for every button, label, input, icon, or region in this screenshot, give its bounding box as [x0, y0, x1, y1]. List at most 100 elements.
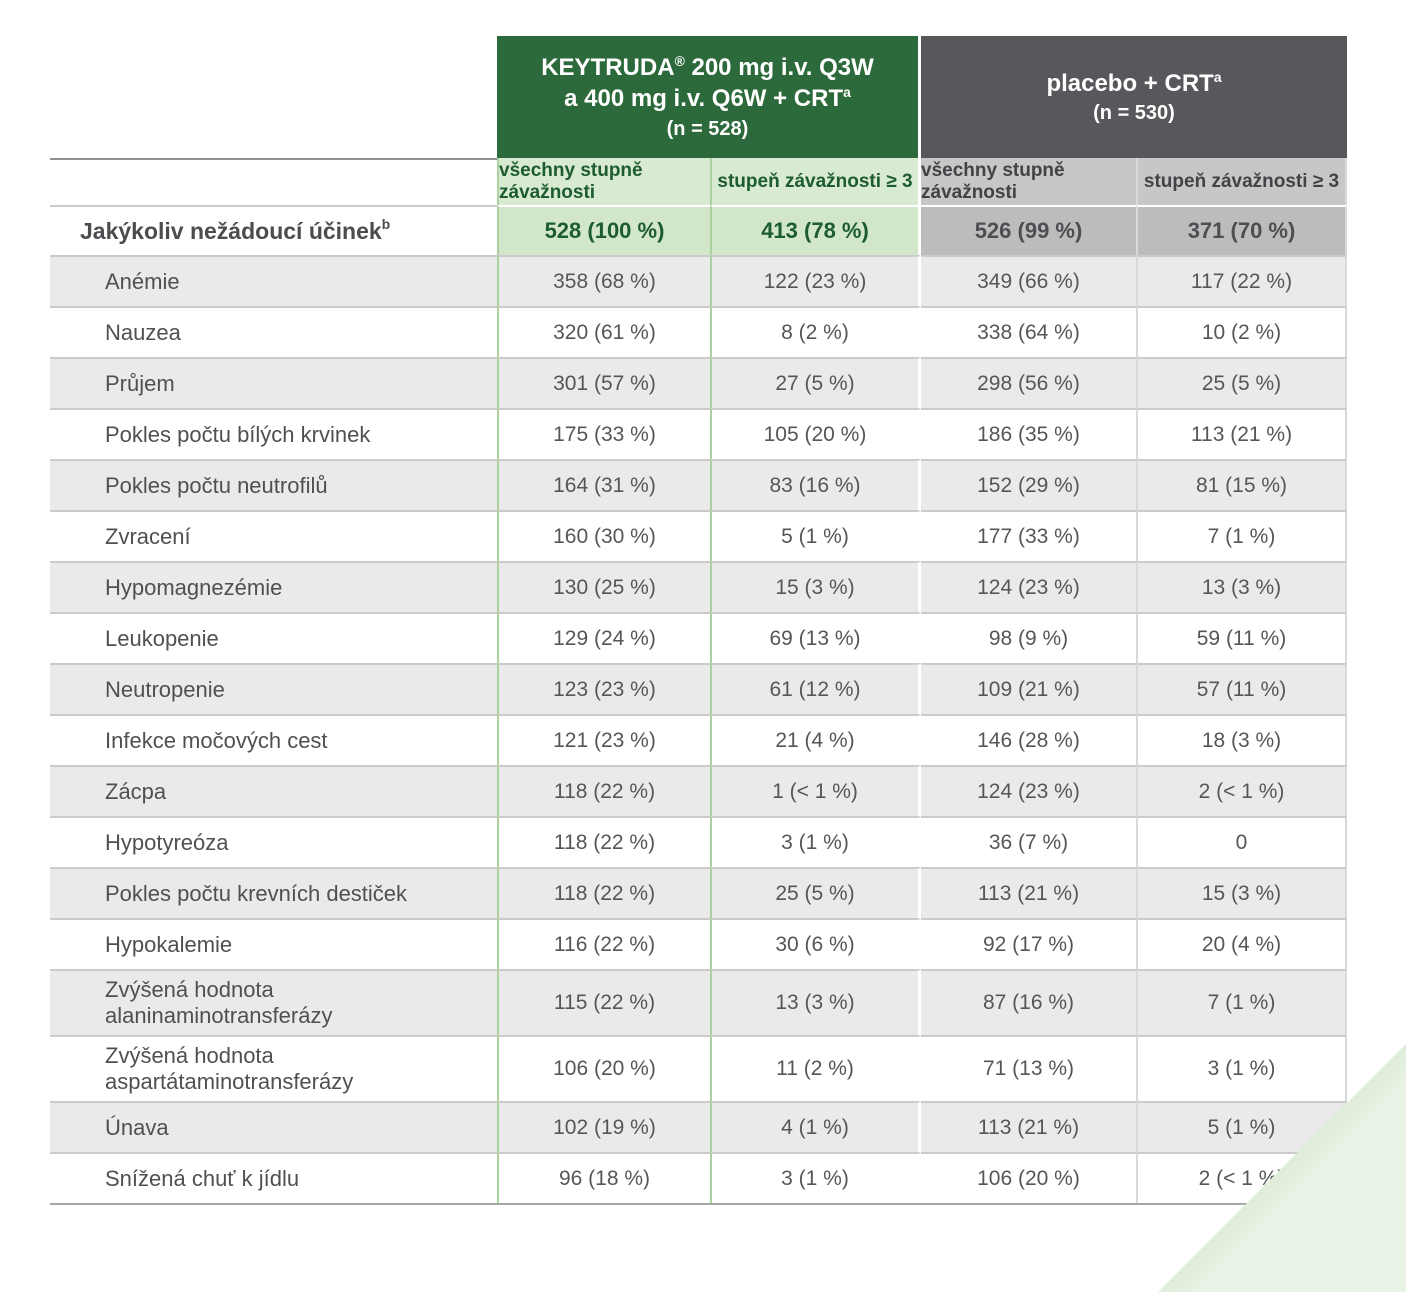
adverse-event-label: Anémie	[50, 255, 497, 306]
adverse-events-table: KEYTRUDA® 200 mg i.v. Q3W a 400 mg i.v. …	[50, 36, 1347, 1205]
placebo-all-grades-value: 106 (20 %)	[921, 1152, 1136, 1203]
subheader-row: všechny stupně závažnosti stupeň závažno…	[50, 158, 1347, 205]
placebo-all-grades-value: 36 (7 %)	[921, 816, 1136, 867]
placebo-grade3plus-value: 7 (1 %)	[1136, 969, 1347, 1035]
summary-placebo-all-grades-value: 526 (99 %)	[921, 205, 1136, 255]
keytruda-grade3plus-value: 83 (16 %)	[710, 459, 921, 510]
keytruda-grade3plus-value: 11 (2 %)	[710, 1035, 921, 1101]
keytruda-all-grades-value: 175 (33 %)	[497, 408, 710, 459]
keytruda-grade3plus-value: 30 (6 %)	[710, 918, 921, 969]
placebo-grade3plus-value: 25 (5 %)	[1136, 357, 1347, 408]
keytruda-all-grades-value: 320 (61 %)	[497, 306, 710, 357]
keytruda-grade3plus-value: 8 (2 %)	[710, 306, 921, 357]
placebo-all-grades-value: 109 (21 %)	[921, 663, 1136, 714]
placebo-grade3plus-value: 57 (11 %)	[1136, 663, 1347, 714]
header-spacer	[50, 36, 497, 158]
keytruda-all-grades-value: 358 (68 %)	[497, 255, 710, 306]
adverse-event-label: Hypokalemie	[50, 918, 497, 969]
keytruda-all-grades-value: 118 (22 %)	[497, 765, 710, 816]
keytruda-all-grades-value: 121 (23 %)	[497, 714, 710, 765]
keytruda-all-grades-value: 115 (22 %)	[497, 969, 710, 1035]
adverse-event-label: Zvýšená hodnota aspartátaminotransferázy	[50, 1035, 497, 1101]
table-row: Zvracení 160 (30 %) 5 (1 %) 177 (33 %) 7…	[50, 510, 1347, 561]
adverse-event-label: Hypomagnezémie	[50, 561, 497, 612]
subheader-keytruda-grade3plus: stupeň závažnosti ≥ 3	[710, 158, 921, 205]
placebo-grade3plus-value: 15 (3 %)	[1136, 867, 1347, 918]
adverse-event-label: Neutropenie	[50, 663, 497, 714]
table-row: Anémie 358 (68 %) 122 (23 %) 349 (66 %) …	[50, 255, 1347, 306]
adverse-event-label: Zvracení	[50, 510, 497, 561]
placebo-grade3plus-value: 0	[1136, 816, 1347, 867]
table-row: Pokles počtu krevních destiček 118 (22 %…	[50, 867, 1347, 918]
adverse-event-label: Hypotyreóza	[50, 816, 497, 867]
table-row: Hypomagnezémie 130 (25 %) 15 (3 %) 124 (…	[50, 561, 1347, 612]
placebo-all-grades-value: 177 (33 %)	[921, 510, 1136, 561]
table-row: Infekce močových cest 121 (23 %) 21 (4 %…	[50, 714, 1347, 765]
table-row: Hypotyreóza 118 (22 %) 3 (1 %) 36 (7 %) …	[50, 816, 1347, 867]
keytruda-all-grades-value: 301 (57 %)	[497, 357, 710, 408]
adverse-event-label: Únava	[50, 1101, 497, 1152]
placebo-all-grades-value: 98 (9 %)	[921, 612, 1136, 663]
keytruda-grade3plus-value: 4 (1 %)	[710, 1101, 921, 1152]
placebo-all-grades-value: 113 (21 %)	[921, 1101, 1136, 1152]
keytruda-grade3plus-value: 15 (3 %)	[710, 561, 921, 612]
keytruda-grade3plus-value: 61 (12 %)	[710, 663, 921, 714]
table-row: Snížená chuť k jídlu 96 (18 %) 3 (1 %) 1…	[50, 1152, 1347, 1203]
table-row: Hypokalemie 116 (22 %) 30 (6 %) 92 (17 %…	[50, 918, 1347, 969]
placebo-all-grades-value: 152 (29 %)	[921, 459, 1136, 510]
keytruda-all-grades-value: 106 (20 %)	[497, 1035, 710, 1101]
adverse-event-label: Zácpa	[50, 765, 497, 816]
keytruda-grade3plus-value: 13 (3 %)	[710, 969, 921, 1035]
keytruda-group-n: (n = 528)	[666, 117, 749, 140]
table-row: Průjem 301 (57 %) 27 (5 %) 298 (56 %) 25…	[50, 357, 1347, 408]
group-header-row: KEYTRUDA® 200 mg i.v. Q3W a 400 mg i.v. …	[50, 36, 1347, 158]
placebo-grade3plus-value: 5 (1 %)	[1136, 1101, 1347, 1152]
table-row: Leukopenie 129 (24 %) 69 (13 %) 98 (9 %)…	[50, 612, 1347, 663]
keytruda-grade3plus-value: 1 (< 1 %)	[710, 765, 921, 816]
table-row: Pokles počtu neutrofilů 164 (31 %) 83 (1…	[50, 459, 1347, 510]
keytruda-grade3plus-value: 27 (5 %)	[710, 357, 921, 408]
keytruda-grade3plus-value: 3 (1 %)	[710, 1152, 921, 1203]
placebo-grade3plus-value: 10 (2 %)	[1136, 306, 1347, 357]
keytruda-grade3plus-value: 122 (23 %)	[710, 255, 921, 306]
placebo-all-grades-value: 338 (64 %)	[921, 306, 1136, 357]
placebo-all-grades-value: 87 (16 %)	[921, 969, 1136, 1035]
adverse-event-label: Průjem	[50, 357, 497, 408]
keytruda-all-grades-value: 129 (24 %)	[497, 612, 710, 663]
keytruda-all-grades-value: 118 (22 %)	[497, 867, 710, 918]
placebo-group-title: placebo + CRTa	[1046, 68, 1222, 97]
placebo-all-grades-value: 113 (21 %)	[921, 867, 1136, 918]
summary-placebo-grade3plus-value: 371 (70 %)	[1136, 205, 1347, 255]
keytruda-grade3plus-value: 69 (13 %)	[710, 612, 921, 663]
summary-keytruda-grade3plus-value: 413 (78 %)	[710, 205, 921, 255]
summary-keytruda-all-grades-value: 528 (100 %)	[497, 205, 710, 255]
keytruda-grade3plus-value: 25 (5 %)	[710, 867, 921, 918]
adverse-event-label: Pokles počtu bílých krvinek	[50, 408, 497, 459]
subheader-placebo-grade3plus: stupeň závažnosti ≥ 3	[1136, 158, 1347, 205]
placebo-all-grades-value: 124 (23 %)	[921, 561, 1136, 612]
adverse-event-label: Pokles počtu krevních destiček	[50, 867, 497, 918]
keytruda-all-grades-value: 96 (18 %)	[497, 1152, 710, 1203]
adverse-event-label: Nauzea	[50, 306, 497, 357]
subheader-placebo-all-grades: všechny stupně závažnosti	[921, 158, 1136, 205]
table-bottom-border	[50, 1203, 1347, 1205]
keytruda-grade3plus-value: 3 (1 %)	[710, 816, 921, 867]
placebo-grade3plus-value: 2 (< 1 %)	[1136, 765, 1347, 816]
keytruda-all-grades-value: 123 (23 %)	[497, 663, 710, 714]
subheader-spacer	[50, 158, 497, 205]
keytruda-all-grades-value: 118 (22 %)	[497, 816, 710, 867]
keytruda-all-grades-value: 160 (30 %)	[497, 510, 710, 561]
placebo-all-grades-value: 92 (17 %)	[921, 918, 1136, 969]
placebo-grade3plus-value: 117 (22 %)	[1136, 255, 1347, 306]
placebo-grade3plus-value: 59 (11 %)	[1136, 612, 1347, 663]
keytruda-all-grades-value: 102 (19 %)	[497, 1101, 710, 1152]
table-row: Neutropenie 123 (23 %) 61 (12 %) 109 (21…	[50, 663, 1347, 714]
placebo-grade3plus-value: 13 (3 %)	[1136, 561, 1347, 612]
rows-container: Anémie 358 (68 %) 122 (23 %) 349 (66 %) …	[50, 255, 1347, 1203]
placebo-group-n: (n = 530)	[1093, 102, 1175, 125]
keytruda-grade3plus-value: 21 (4 %)	[710, 714, 921, 765]
keytruda-all-grades-value: 130 (25 %)	[497, 561, 710, 612]
keytruda-all-grades-value: 164 (31 %)	[497, 459, 710, 510]
table-row: Zvýšená hodnota aspartátaminotransferázy…	[50, 1035, 1347, 1101]
